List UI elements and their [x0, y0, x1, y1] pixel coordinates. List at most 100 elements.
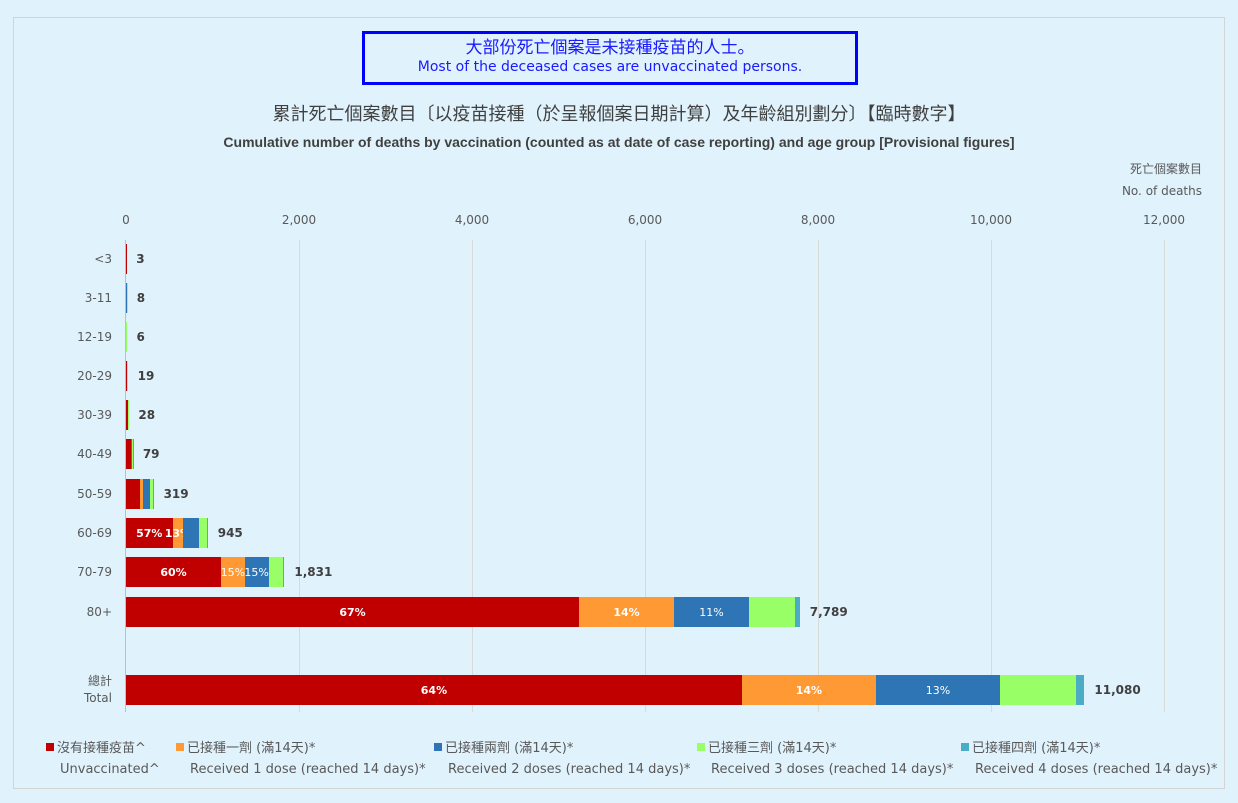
- bar-segment[interactable]: [126, 400, 128, 430]
- category-label-zh: 總計: [87, 674, 112, 688]
- bar-segment[interactable]: [132, 439, 133, 469]
- stacked-bar[interactable]: [126, 283, 127, 313]
- bar-total-label: 28: [138, 408, 156, 422]
- stacked-bar[interactable]: [126, 479, 154, 509]
- bar-segment[interactable]: [126, 479, 141, 509]
- bar-segment[interactable]: [283, 557, 285, 587]
- x-tick-label: 10,000: [970, 213, 1012, 227]
- bar-segment[interactable]: 13%: [165, 518, 191, 548]
- bar-total-label: 79: [142, 447, 160, 461]
- legend-text-zh: 已接種三劑 (滿14天)*: [708, 741, 837, 756]
- x-axis-title-zh: 死亡個案數目: [1129, 162, 1202, 176]
- legend-text-zh: 已接種兩劑 (滿14天)*: [445, 741, 574, 756]
- legend-item[interactable]: 已接種一劑 (滿14天)* Received 1 dose (reached 14…: [176, 738, 426, 780]
- legend-label-en: Received 4 doses (reached 14 days)*: [975, 762, 1218, 777]
- bar-total-label: 945: [217, 526, 243, 540]
- legend-text-zh: 已接種四劑 (滿14天)*: [972, 741, 1101, 756]
- stacked-bar[interactable]: 57% 13%: [126, 518, 208, 548]
- bar-segment[interactable]: 15%: [244, 557, 269, 587]
- segment-percent-label: 15%: [244, 565, 269, 579]
- bar-segment[interactable]: [1000, 675, 1076, 705]
- segment-percent-label: 13%: [925, 683, 951, 697]
- legend-item[interactable]: 已接種三劑 (滿14天)* Received 3 doses (reached 1…: [697, 738, 953, 780]
- bar-segment[interactable]: 13%: [875, 675, 1001, 705]
- bar-segment[interactable]: 14%: [741, 675, 876, 705]
- x-tick-label: 8,000: [800, 213, 836, 227]
- bar-segment[interactable]: [794, 597, 800, 627]
- bar-segment[interactable]: 64%: [126, 675, 742, 705]
- bar-segment[interactable]: [140, 479, 143, 509]
- segment-percent-label: 64%: [420, 683, 448, 697]
- legend-label-zh: 已接種三劑 (滿14天)*: [697, 738, 953, 759]
- category-label: 3-11: [84, 291, 112, 305]
- bar-segment[interactable]: [183, 518, 199, 548]
- legend-label-en: Received 1 dose (reached 14 days)*: [190, 762, 426, 777]
- legend-label-en: Unvaccinated^: [60, 762, 160, 777]
- bar-total-label: 19: [137, 369, 155, 383]
- stacked-bar[interactable]: 67% 14% 11%: [126, 597, 800, 627]
- legend-item[interactable]: 已接種四劑 (滿14天)* Received 4 doses (reached 1…: [961, 738, 1217, 780]
- bar-segment[interactable]: 11%: [673, 597, 749, 627]
- gridline: [818, 240, 819, 712]
- bar-segment[interactable]: [131, 439, 133, 469]
- stacked-bar[interactable]: [126, 400, 129, 430]
- legend-item[interactable]: 沒有接種疫苗^ Unvaccinated^: [46, 738, 160, 780]
- bar-total-label: 319: [163, 487, 189, 501]
- legend-swatch-icon: [46, 743, 54, 751]
- legend-label-zh: 已接種一劑 (滿14天)*: [176, 738, 426, 759]
- legend-text-zh: 沒有接種疫苗^: [57, 741, 146, 756]
- category-label: 40-49: [77, 447, 112, 461]
- legend-swatch-icon: [176, 743, 184, 751]
- callout-text-en: Most of the deceased cases are unvaccina…: [417, 59, 803, 75]
- bar-total-label: 3: [136, 252, 145, 266]
- bar-segment[interactable]: 14%: [579, 597, 674, 627]
- stacked-bar[interactable]: 64% 14% 13%: [126, 675, 1085, 705]
- category-label: 12-19: [77, 330, 112, 344]
- bar-segment[interactable]: 15%: [221, 557, 245, 587]
- segment-percent-label: 67%: [339, 605, 366, 619]
- bar-segment[interactable]: [149, 479, 154, 509]
- legend-label-zh: 已接種四劑 (滿14天)*: [961, 738, 1217, 759]
- gridline: [645, 240, 646, 712]
- legend-label-zh: 沒有接種疫苗^: [46, 738, 160, 759]
- segment-percent-label: 60%: [160, 565, 187, 579]
- gridline: [1164, 240, 1165, 712]
- bar-segment[interactable]: [1075, 675, 1085, 705]
- segment-percent-label: 15%: [220, 565, 246, 579]
- bar-segment[interactable]: [126, 439, 131, 469]
- chart-title: 累計死亡個案數目〔以疫苗接種（於呈報個案日期計算）及年齡組別劃分〕【臨時數字】: [272, 104, 966, 125]
- gridline: [299, 240, 300, 712]
- bar-segment[interactable]: 60%: [126, 557, 221, 587]
- bar-segment[interactable]: [126, 361, 127, 391]
- legend-label-en: Received 2 doses (reached 14 days)*: [448, 762, 691, 777]
- category-label: 50-59: [77, 487, 112, 501]
- legend-item[interactable]: 已接種兩劑 (滿14天)* Received 2 doses (reached 1…: [434, 738, 690, 780]
- legend-swatch-icon: [434, 743, 442, 751]
- category-label: <3: [94, 252, 112, 266]
- stacked-bar[interactable]: 60% 15% 15%: [126, 557, 285, 587]
- legend-text-zh: 已接種一劑 (滿14天)*: [187, 741, 316, 756]
- bar-total-label: 11,080: [1094, 683, 1141, 697]
- stacked-bar[interactable]: [126, 361, 128, 391]
- bar-total-label: 6: [136, 330, 145, 344]
- bar-total-label: 1,831: [294, 565, 333, 579]
- bar-segment[interactable]: [198, 518, 208, 548]
- bar-segment[interactable]: 57%: [126, 518, 173, 548]
- chart-subtitle: Cumulative number of deaths by vaccinati…: [223, 134, 1015, 150]
- bar-total-label: 7,789: [809, 605, 848, 619]
- segment-percent-label: 14%: [795, 683, 823, 697]
- bar-segment[interactable]: [748, 597, 795, 627]
- legend-label-en: Received 3 doses (reached 14 days)*: [711, 762, 954, 777]
- bar-segment[interactable]: [130, 439, 132, 469]
- category-label: 60-69: [77, 526, 112, 540]
- category-label-en: Total: [83, 691, 112, 705]
- bar-total-label: 8: [136, 291, 146, 305]
- category-label: 70-79: [77, 565, 112, 579]
- key-message-callout: 大部份死亡個案是未接種疫苗的人士。 Most of the deceased c…: [362, 31, 858, 85]
- bar-segment[interactable]: [268, 557, 284, 587]
- bar-segment[interactable]: [142, 479, 150, 509]
- stacked-bar[interactable]: [126, 439, 133, 469]
- chart-frame: [13, 17, 1225, 789]
- category-label: 80+: [86, 605, 112, 619]
- bar-segment[interactable]: 67%: [126, 597, 579, 627]
